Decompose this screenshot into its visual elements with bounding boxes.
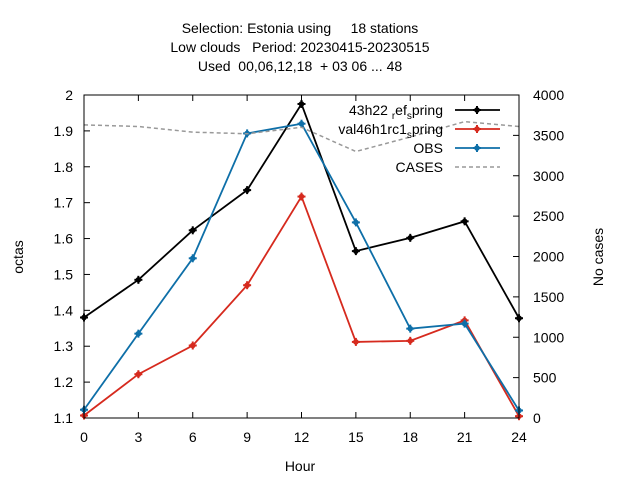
x-tick-label: 15 (348, 429, 364, 445)
series-0 (80, 99, 523, 323)
legend-label-1: val46h1rc1spring (338, 121, 443, 141)
legend-label-part: s (407, 111, 412, 122)
data-point-2 (407, 325, 414, 332)
legend-label-2: OBS (413, 140, 443, 156)
y2-tick-label: 3500 (533, 127, 564, 143)
legend-label-part: r (392, 111, 396, 122)
y-tick-label: 2 (65, 87, 73, 103)
data-point-2 (135, 330, 142, 337)
legend-marker-1 (474, 126, 480, 132)
data-point-1 (353, 339, 359, 345)
x-tick-label: 21 (457, 429, 473, 445)
x-axis-label: Hour (285, 458, 316, 474)
y2-tick-label: 0 (533, 410, 541, 426)
y-axis-label: octas (10, 240, 26, 273)
legend-label-part: 43h22 (349, 102, 392, 118)
legend-label-part: ef (395, 102, 407, 118)
data-point-1 (189, 342, 196, 349)
data-point-1 (135, 371, 142, 378)
series-line-3 (83, 120, 520, 153)
title-line-3: Used 00,06,12,18 + 03 06 ... 48 (198, 58, 403, 74)
data-point-1 (298, 193, 305, 200)
y2-tick-label: 4000 (533, 87, 564, 103)
data-point-0 (298, 101, 305, 107)
series-layer (80, 99, 523, 421)
y2-tick-label: 2500 (533, 208, 564, 224)
legend-label-part: CASES (396, 159, 443, 175)
data-point-0 (189, 227, 196, 234)
x-tick-label: 9 (243, 429, 251, 445)
y2-tick-label: 2000 (533, 249, 564, 265)
x-tick-label: 6 (189, 429, 197, 445)
plot-frame (83, 94, 520, 419)
legend-marker-2 (474, 145, 480, 151)
legend-label-part: pring (412, 121, 443, 137)
y-tick-label: 1.6 (54, 231, 74, 247)
data-point-0 (244, 187, 250, 193)
y2-tick-label: 1500 (533, 289, 564, 305)
series-line-0 (83, 101, 520, 319)
data-point-2 (353, 219, 359, 226)
data-point-2 (298, 120, 305, 127)
y-tick-label: 1.5 (54, 266, 74, 282)
chart-title: Selection: Estonia using 18 stations Low… (170, 20, 429, 74)
data-point-0 (353, 248, 359, 254)
legend-marker-0 (474, 107, 480, 113)
ticks-layer: 0 3 6 9 12 15 18 21 24 1.1 1.2 1.3 1.4 1.5 1.6 1.7 1.8 1.… (54, 87, 565, 445)
x-tick-label: 24 (511, 429, 527, 445)
title-line-2: Low clouds Period: 20230415-20230515 (170, 39, 429, 55)
series-line-1 (83, 194, 520, 417)
y-tick-label: 1.7 (54, 195, 74, 211)
y-tick-label: 1.1 (54, 410, 74, 426)
data-point-2 (461, 320, 468, 327)
series-1 (80, 192, 523, 421)
y-tick-label: 1.2 (54, 374, 74, 390)
y2-tick-label: 3000 (533, 168, 564, 184)
title-line-1: Selection: Estonia using 18 stations (182, 20, 419, 36)
series-3 (83, 120, 520, 153)
data-point-1 (244, 282, 250, 289)
y2-tick-label: 500 (533, 370, 557, 386)
legend-label-part: s (407, 130, 412, 141)
legend-label-3: CASES (396, 159, 443, 175)
y-tick-label: 1.9 (54, 123, 74, 139)
legend-label-part: val46h1rc1 (338, 121, 407, 137)
y2-tick-label: 1000 (533, 329, 564, 345)
data-point-2 (189, 255, 196, 262)
legend-label-part: OBS (413, 140, 443, 156)
data-point-0 (461, 218, 468, 225)
y-tick-label: 1.4 (54, 302, 74, 318)
x-tick-label: 0 (80, 429, 88, 445)
legend-label-0: 43h22 refspring (349, 102, 443, 122)
data-point-0 (135, 277, 142, 283)
x-tick-label: 12 (294, 429, 310, 445)
y-tick-label: 1.3 (54, 338, 74, 354)
y2-axis-label: No cases (590, 228, 606, 286)
x-tick-label: 3 (134, 429, 142, 445)
legend-label-part: pring (412, 102, 443, 118)
x-tick-label: 18 (402, 429, 418, 445)
series-line-2 (83, 122, 520, 411)
y-tick-label: 1.8 (54, 159, 74, 175)
data-point-0 (407, 235, 414, 241)
data-point-1 (407, 338, 414, 344)
